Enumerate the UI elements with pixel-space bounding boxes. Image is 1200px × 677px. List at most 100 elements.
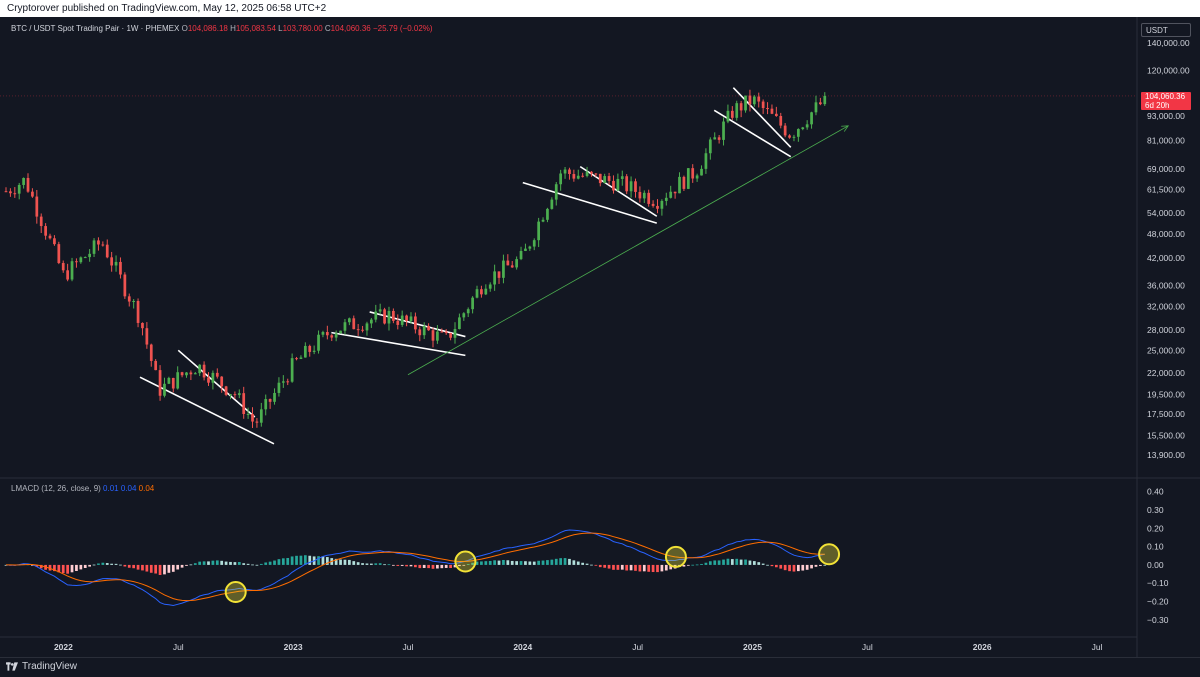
candle-body (480, 289, 483, 295)
candle-body (317, 334, 320, 351)
histogram-bar (493, 560, 496, 565)
candle-body (396, 320, 400, 325)
histogram-bar (462, 564, 466, 566)
histogram-bar (700, 563, 703, 565)
histogram-bar (97, 563, 100, 565)
histogram-bar (502, 559, 505, 565)
histogram-bar (378, 563, 382, 565)
currency-unit-button[interactable]: USDT (1141, 23, 1191, 37)
pattern-line (522, 181, 658, 224)
histogram-bar (57, 564, 61, 573)
macd-legend: LMACD (12, 26, close, 9) 0.01 0.04 0.04 (11, 484, 154, 493)
histogram-bar (123, 564, 127, 567)
macd-value: 0.01 (103, 484, 119, 493)
histogram-bar (317, 556, 320, 565)
candle-body (44, 226, 47, 236)
candle-body (185, 372, 188, 376)
histogram-bar (757, 562, 761, 565)
histogram-bar (343, 559, 347, 565)
histogram-bar (634, 564, 637, 571)
candle-body (123, 274, 127, 297)
histogram-bar (242, 563, 246, 565)
chart-canvas[interactable]: 140,000.00 120,000.00 93,000.00 81,000.00 69… (0, 17, 1200, 657)
histogram-bar (136, 564, 140, 570)
histogram-bar (550, 559, 554, 565)
histogram-bar (321, 556, 325, 565)
time-tick-label: Jul (403, 642, 414, 652)
histogram-bar (532, 561, 536, 565)
histogram-bar (132, 564, 136, 569)
histogram-bar (396, 564, 400, 566)
candle-body (572, 174, 576, 179)
candle-body (409, 316, 413, 322)
candle-body (127, 296, 131, 302)
histogram-bar (35, 564, 39, 567)
time-tick-label: 2022 (54, 642, 73, 652)
footer: TradingView (0, 657, 1200, 677)
histogram-bar (387, 564, 391, 566)
histogram-bar (268, 561, 272, 565)
price-tick-label: 32,000.00 (1147, 301, 1185, 311)
candle-body (132, 300, 136, 302)
histogram-bar (193, 563, 197, 565)
macd-tick-label: 0.30 (1147, 505, 1164, 515)
candle-body (352, 318, 356, 330)
candle-body (202, 364, 206, 378)
histogram-bar (70, 564, 74, 573)
histogram-bar (220, 560, 224, 565)
candle-body (339, 330, 342, 334)
histogram-bar (559, 558, 563, 565)
high-value: 105,083.54 (235, 24, 276, 33)
histogram-bar (449, 564, 452, 569)
tradingview-logo[interactable]: TradingView (6, 661, 77, 672)
histogram-bar (546, 560, 549, 565)
histogram-bar (180, 564, 184, 568)
histogram-bar (510, 560, 514, 565)
histogram-bar (691, 564, 695, 566)
candle-body (475, 289, 479, 298)
candle-body (528, 246, 532, 249)
candle-body (576, 175, 580, 179)
candle-body (546, 208, 549, 220)
chart-area[interactable]: 140,000.00 120,000.00 93,000.00 81,000.00 69… (0, 17, 1200, 657)
histogram-bar (392, 564, 395, 566)
candle-body (532, 240, 536, 247)
time-tick-label: Jul (1092, 642, 1103, 652)
macd-tick-label: 0.20 (1147, 523, 1164, 533)
low-label: L (278, 24, 283, 33)
candle-body (488, 284, 492, 289)
histogram-bar (189, 564, 193, 566)
candle-body (207, 377, 210, 383)
candle-body (625, 176, 629, 192)
histogram-bar (563, 558, 567, 565)
histogram-bar (528, 561, 532, 565)
candle-body (237, 393, 241, 396)
candle-body (277, 382, 281, 393)
candle-body (612, 180, 615, 191)
histogram-bar (246, 563, 250, 565)
cross-highlight (818, 543, 841, 566)
price-tick-label: 93,000.00 (1147, 111, 1185, 121)
histogram-bar (453, 564, 457, 568)
candle-body (215, 372, 219, 377)
pattern-line (579, 165, 658, 217)
histogram-bar (427, 564, 430, 569)
candle-body (83, 257, 87, 259)
histogram-bar (576, 561, 580, 565)
pattern-line (139, 376, 275, 445)
candles (4, 89, 827, 428)
candle-body (119, 261, 122, 275)
histogram-bar (92, 564, 96, 566)
histogram-bar (145, 564, 149, 572)
low-value: 103,780.00 (282, 24, 323, 33)
histogram-bar (612, 564, 615, 570)
hist-value: 0.04 (138, 484, 155, 493)
histogram-bar (748, 560, 752, 565)
histogram-bar (796, 564, 800, 572)
candle-body (321, 332, 325, 335)
candle-body (757, 96, 761, 102)
pattern-line (713, 109, 792, 158)
candle-body (53, 238, 56, 245)
histogram-bar (383, 564, 386, 566)
candle-body (554, 184, 558, 200)
